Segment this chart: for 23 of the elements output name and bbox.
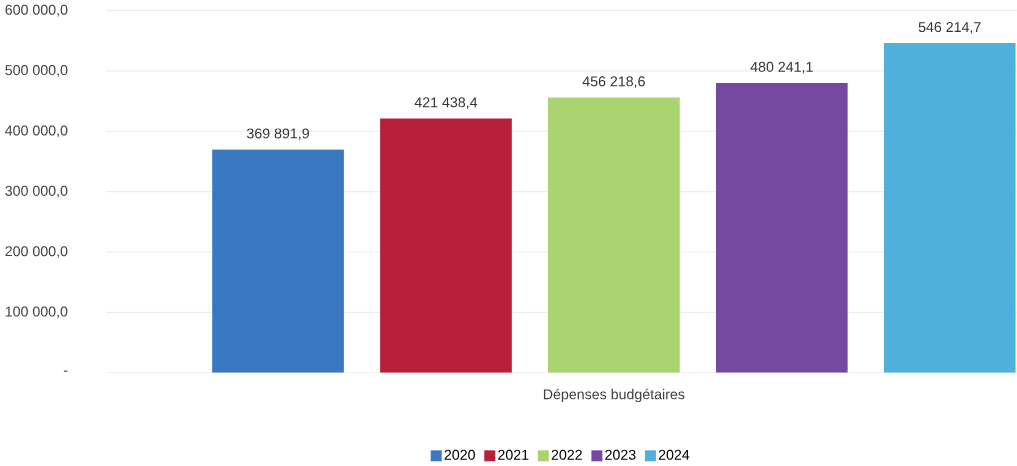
data-label: 369 891,9 — [246, 128, 309, 141]
bar — [715, 82, 848, 373]
legend-label: 2024 — [658, 449, 690, 460]
legend-label: 2022 — [551, 449, 582, 460]
y-tick-label: 300 000,0 — [5, 185, 68, 198]
bar — [380, 118, 512, 373]
data-label: 456 218,6 — [582, 76, 645, 88]
y-tick-label: 100 000,0 — [5, 306, 68, 319]
bar — [548, 97, 680, 373]
data-label: 421 438,4 — [414, 97, 478, 109]
y-tick-label: 600 000,0 — [5, 4, 68, 17]
bar — [212, 149, 344, 373]
bar — [883, 42, 1016, 373]
data-label: 480 241,1 — [750, 61, 813, 74]
legend-label: 2021 — [498, 449, 529, 460]
y-tick-label: 200 000,0 — [5, 246, 68, 258]
x-tick-label: Dépenses budgétaires — [543, 388, 685, 403]
data-label: 546 214,7 — [918, 21, 981, 34]
y-tick-label: 500 000,0 — [5, 64, 68, 77]
y-tick-label: 400 000,0 — [5, 125, 68, 138]
legend-label: 2020 — [444, 449, 475, 460]
y-tick-label: - — [63, 370, 68, 372]
legend-label: 2023 — [605, 449, 636, 460]
